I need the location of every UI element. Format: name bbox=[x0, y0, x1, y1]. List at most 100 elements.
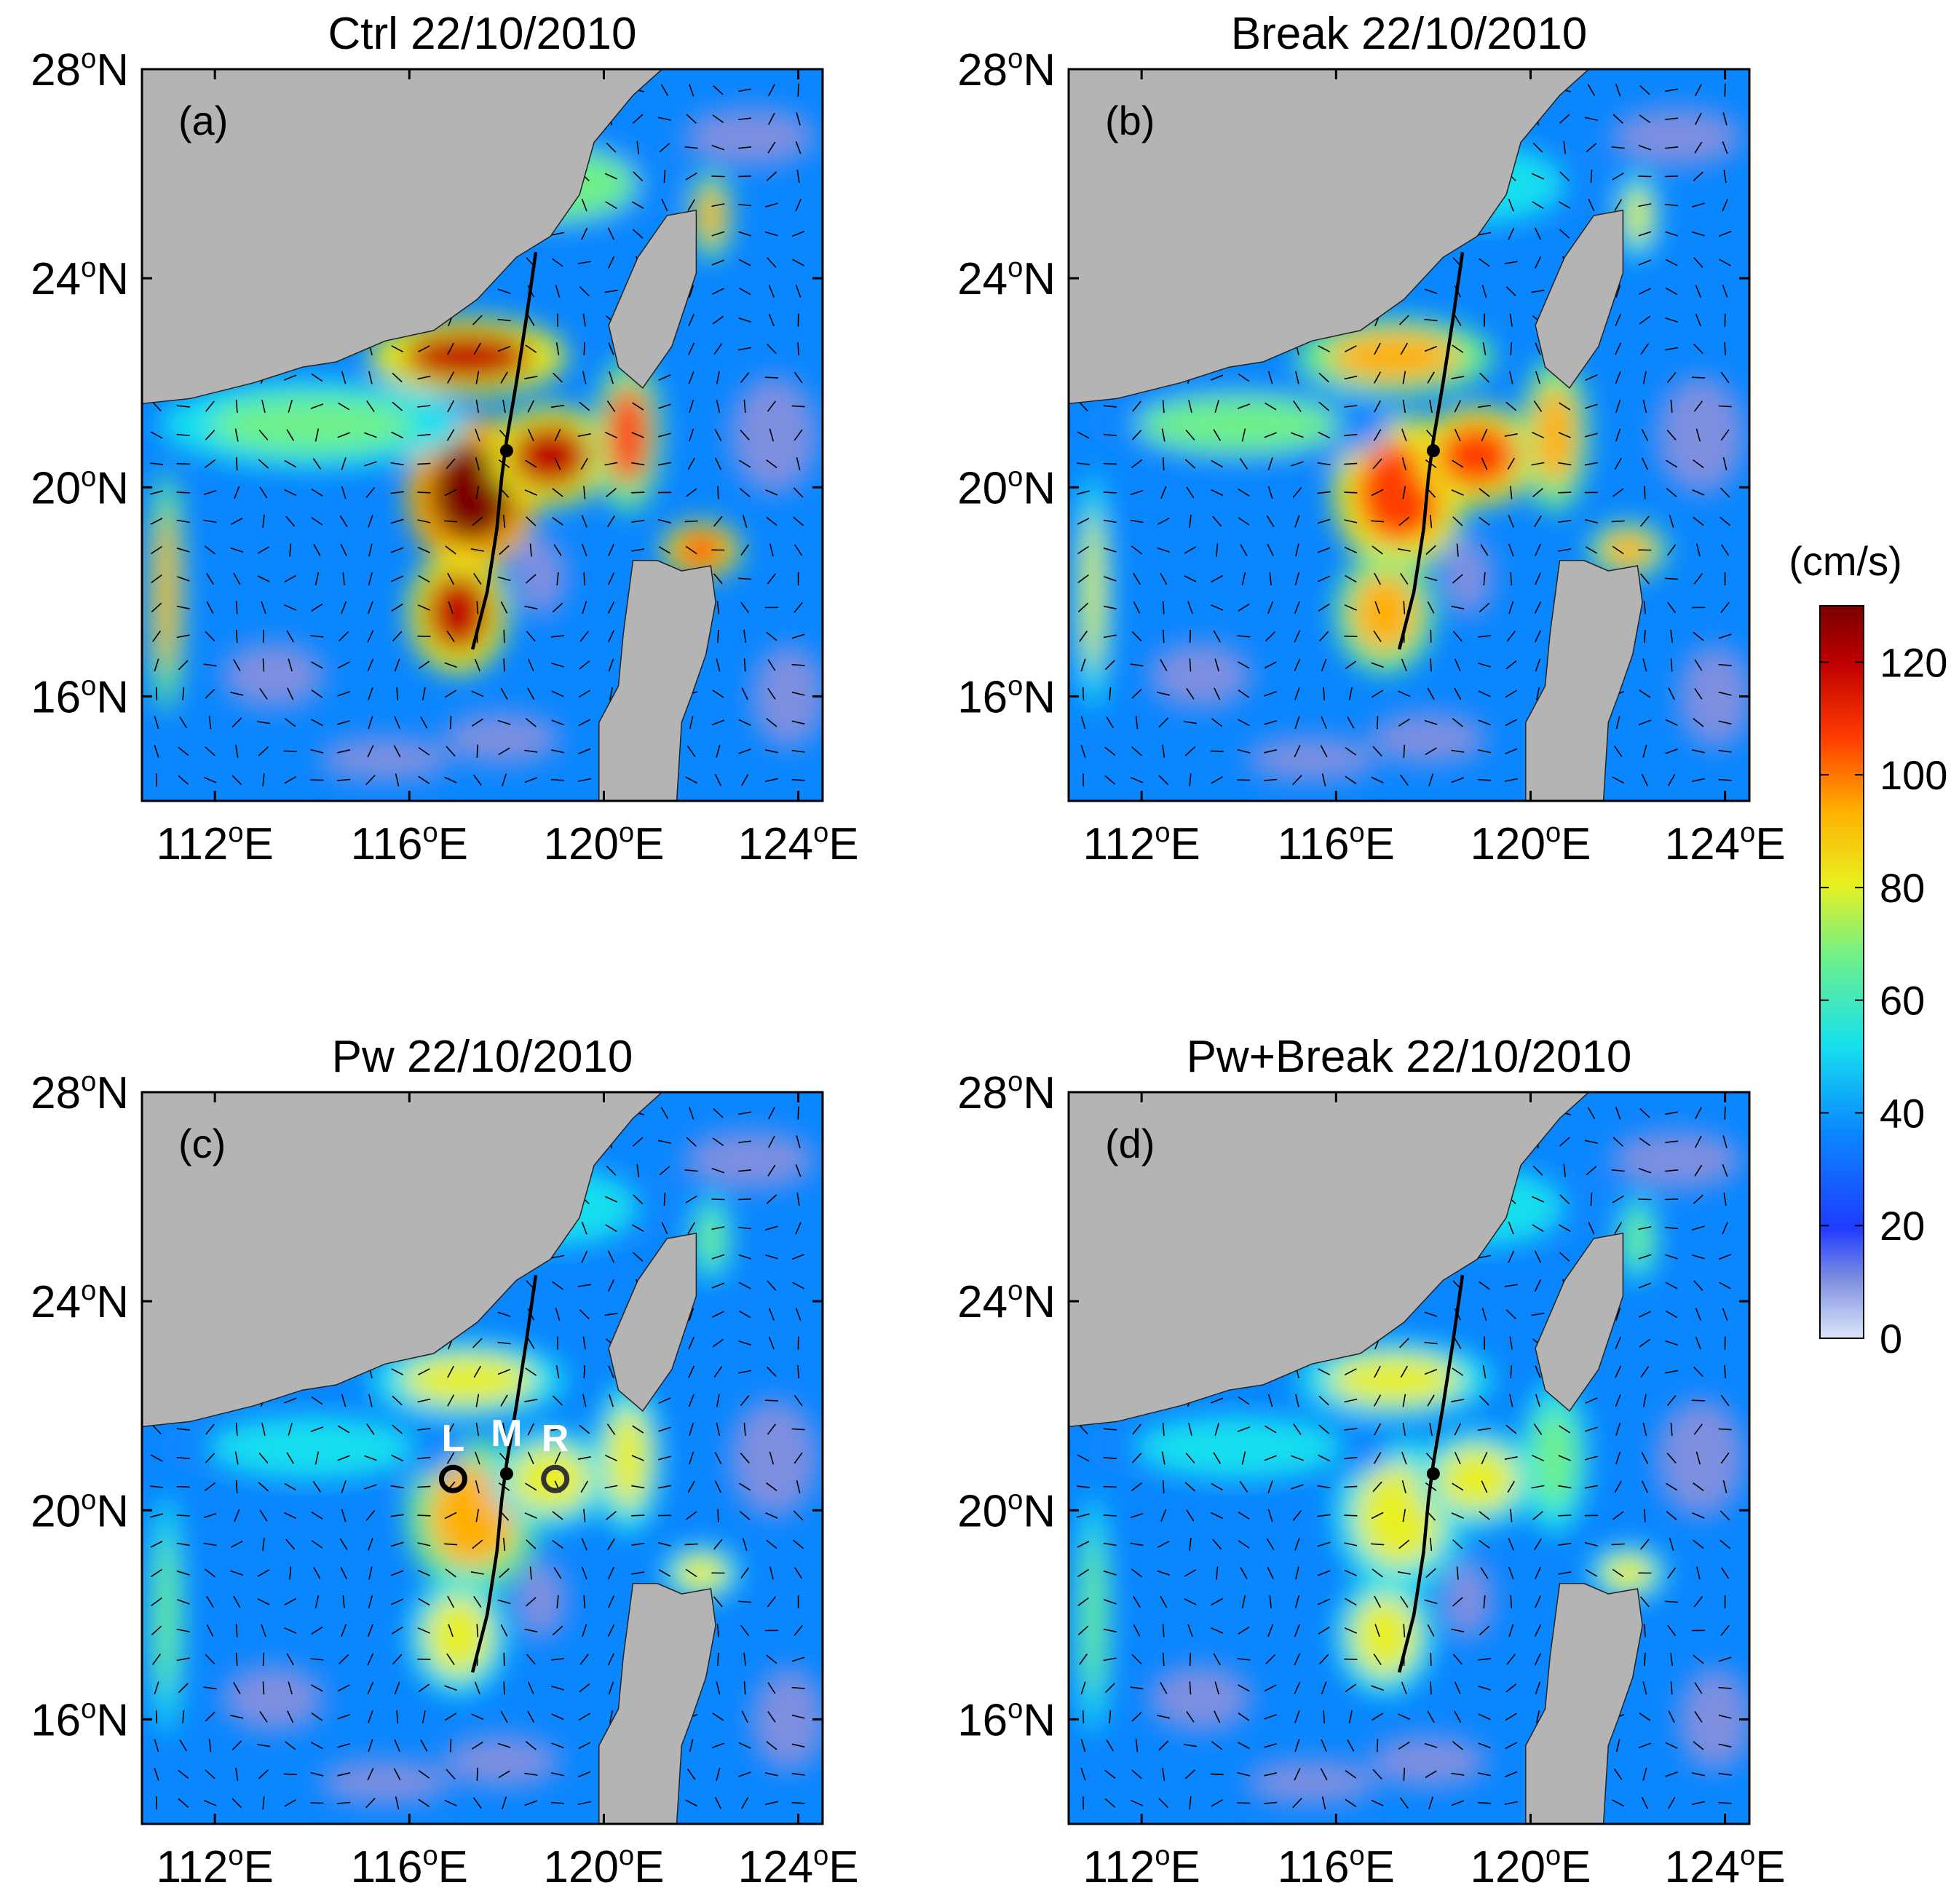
luzon-island bbox=[1525, 560, 1643, 801]
colorbar-tick-label: 120 bbox=[1880, 639, 1947, 685]
high-speed-patch bbox=[676, 1555, 727, 1592]
low-speed-patch bbox=[730, 1399, 818, 1517]
lat-tick-label: 24oN bbox=[957, 1276, 1056, 1327]
colorbar-gradient bbox=[1819, 605, 1864, 1339]
high-speed-patch bbox=[155, 511, 178, 672]
low-speed-patch bbox=[515, 1559, 566, 1640]
high-speed-patch bbox=[1136, 395, 1341, 454]
typhoon-center bbox=[1426, 444, 1440, 458]
panel-title: Ctrl 22/10/2010 bbox=[328, 9, 637, 59]
map-panel-4: Pw+Break 22/10/2010 (d) 112oE 116oE 120oE 124… bbox=[957, 1032, 1785, 1892]
axes-frame bbox=[1067, 1091, 1751, 1825]
luzon-island bbox=[598, 1583, 716, 1824]
map-panel-3: L M R Pw 22/10/2010 (c) 112oE 116oE 120oE 124oE 1… bbox=[31, 1032, 858, 1892]
low-speed-patch bbox=[730, 376, 818, 494]
luzon-island bbox=[1525, 1583, 1643, 1824]
high-speed-patch bbox=[697, 1209, 724, 1268]
taiwan-island bbox=[1535, 209, 1624, 390]
lon-tick-label: 120oE bbox=[543, 1841, 664, 1892]
panel-tag: (b) bbox=[1105, 98, 1155, 143]
lat-tick-label: 24oN bbox=[31, 1276, 129, 1327]
high-speed-patch bbox=[1437, 423, 1517, 489]
china-coast bbox=[1069, 1092, 1590, 1428]
lon-tick-label: 116oE bbox=[351, 1841, 468, 1892]
lon-tick-label: 112oE bbox=[1083, 1841, 1200, 1892]
lon-tick-label: 116oE bbox=[1278, 818, 1395, 869]
low-speed-patch bbox=[515, 536, 566, 617]
high-speed-patch bbox=[1352, 572, 1418, 653]
high-speed-patch bbox=[210, 1418, 414, 1477]
lat-tick-label: 24oN bbox=[31, 253, 129, 304]
luzon-island bbox=[598, 560, 716, 801]
low-speed-patch bbox=[222, 642, 325, 708]
colorbar-tick-label: 40 bbox=[1880, 1090, 1925, 1136]
lat-tick-label: 24oN bbox=[957, 253, 1056, 304]
low-speed-patch bbox=[443, 1735, 561, 1787]
map-panel-2: Break 22/10/2010 (b) 112oE 116oE 120oE 124oE 1… bbox=[957, 9, 1785, 869]
high-speed-patch bbox=[676, 532, 727, 569]
low-speed-patch bbox=[319, 737, 451, 781]
lat-tick-label: 28oN bbox=[31, 1067, 129, 1118]
station-label-R: R bbox=[542, 1418, 569, 1460]
taiwan-island bbox=[608, 209, 697, 390]
high-speed-patch bbox=[425, 572, 491, 653]
high-speed-patch bbox=[1329, 1354, 1460, 1405]
colorbar-tick-label: 100 bbox=[1880, 752, 1947, 798]
low-speed-patch bbox=[1246, 1760, 1377, 1804]
high-speed-patch bbox=[155, 1534, 178, 1695]
lat-tick-label: 16oN bbox=[957, 1694, 1056, 1745]
low-speed-patch bbox=[684, 1131, 815, 1190]
lat-tick-label: 20oN bbox=[957, 462, 1056, 513]
station-label-M: M bbox=[491, 1413, 522, 1455]
land bbox=[142, 69, 716, 801]
lat-tick-label: 20oN bbox=[957, 1485, 1056, 1536]
low-speed-patch bbox=[1149, 1665, 1251, 1731]
high-speed-patch bbox=[1136, 1418, 1341, 1477]
panel-tag: (a) bbox=[178, 98, 228, 143]
lon-tick-label: 116oE bbox=[1278, 1841, 1395, 1892]
axes-frame bbox=[141, 68, 824, 802]
station-marker-R bbox=[541, 1464, 570, 1493]
axes-frame bbox=[1067, 68, 1751, 802]
low-speed-patch bbox=[1246, 737, 1377, 781]
high-speed-patch bbox=[510, 423, 590, 489]
low-speed-patch bbox=[1370, 712, 1487, 764]
high-speed-patch bbox=[697, 186, 724, 245]
land bbox=[1069, 1092, 1643, 1824]
high-speed-patch bbox=[1624, 1209, 1651, 1268]
typhoon-center bbox=[499, 444, 513, 458]
lon-tick-label: 124oE bbox=[1665, 818, 1786, 869]
china-coast bbox=[1069, 69, 1590, 405]
high-speed-patch bbox=[1532, 384, 1577, 486]
lat-tick-label: 28oN bbox=[31, 44, 129, 95]
high-speed-patch bbox=[1602, 532, 1654, 569]
high-speed-patch bbox=[210, 395, 414, 454]
low-speed-patch bbox=[1610, 1131, 1742, 1190]
land bbox=[142, 1092, 716, 1824]
typhoon-center bbox=[1426, 1467, 1440, 1481]
colorbar-unit: (cm/s) bbox=[1789, 538, 1902, 584]
lat-tick-label: 16oN bbox=[957, 671, 1056, 722]
station-marker-L bbox=[438, 1464, 467, 1493]
low-speed-patch bbox=[1657, 376, 1745, 494]
high-speed-patch bbox=[1624, 186, 1651, 245]
axes-frame bbox=[141, 1091, 824, 1825]
typhoon-track bbox=[470, 1274, 538, 1673]
colorbar: (cm/s) 0 20 40 60 80 100 120 bbox=[1789, 538, 1947, 1362]
high-speed-patch bbox=[425, 1595, 491, 1676]
lon-tick-label: 116oE bbox=[351, 818, 468, 869]
high-speed-patch bbox=[510, 1446, 590, 1512]
current-speed-field bbox=[1069, 69, 1749, 801]
high-speed-patch bbox=[1532, 1407, 1577, 1509]
lon-tick-label: 124oE bbox=[738, 818, 859, 869]
typhoon-track bbox=[1397, 1274, 1465, 1673]
low-speed-patch bbox=[1370, 1735, 1487, 1787]
lat-tick-label: 20oN bbox=[31, 462, 129, 513]
low-speed-patch bbox=[1610, 108, 1742, 167]
low-speed-patch bbox=[1657, 1399, 1745, 1517]
current-speed-field bbox=[142, 69, 823, 801]
low-speed-patch bbox=[222, 1665, 325, 1731]
high-speed-patch bbox=[1437, 1446, 1517, 1512]
lon-tick-label: 112oE bbox=[157, 818, 274, 869]
